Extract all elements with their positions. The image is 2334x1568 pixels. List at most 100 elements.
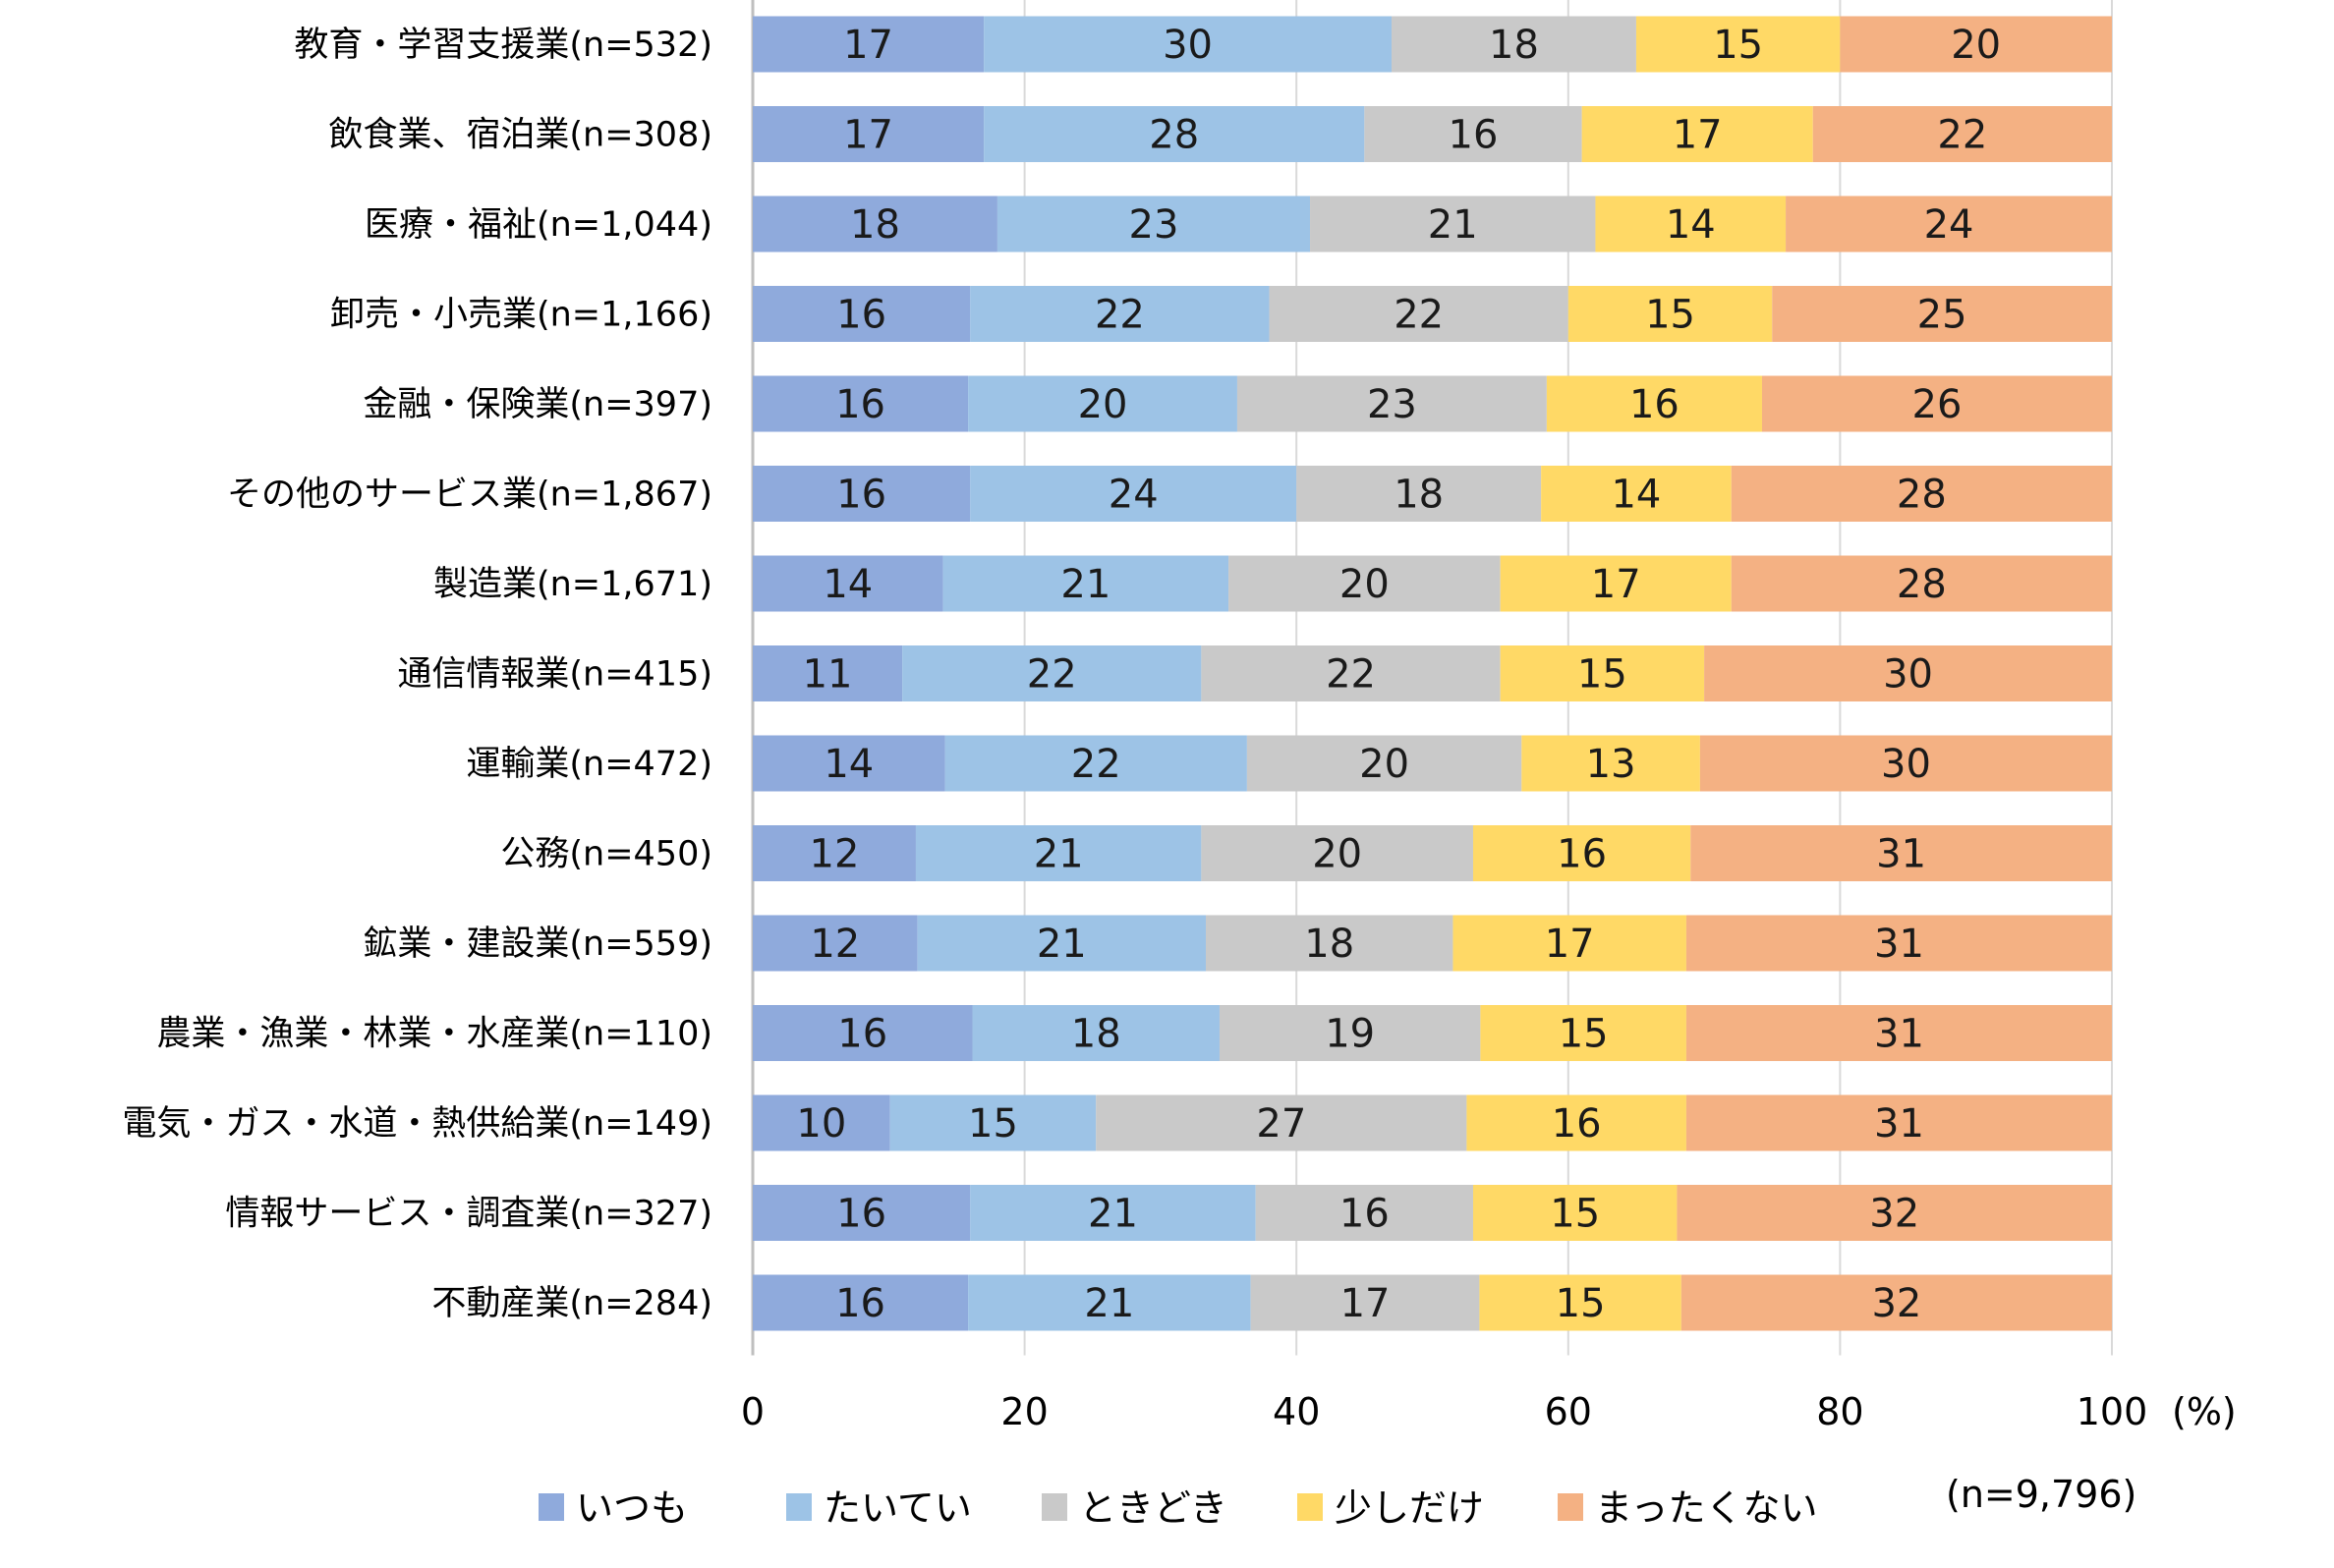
bar-segment xyxy=(944,735,1247,792)
bar-segment xyxy=(1680,1274,2112,1331)
data-label: 14 xyxy=(1666,202,1716,248)
bar-segment xyxy=(1567,286,1773,342)
bar-segment xyxy=(984,16,1393,73)
data-label: 21 xyxy=(1088,1192,1138,1237)
category-label: 通信情報業(n=415) xyxy=(397,655,712,695)
data-label: 18 xyxy=(850,202,900,248)
bar-segment xyxy=(1699,735,2112,792)
bar-segment xyxy=(1500,555,1732,612)
bar-segment xyxy=(1246,735,1522,792)
bar-segment xyxy=(1472,825,1691,881)
legend-swatch xyxy=(539,1493,564,1521)
legend-swatch xyxy=(1297,1493,1323,1521)
data-label: 15 xyxy=(1577,652,1627,698)
bar-segment xyxy=(753,645,903,701)
bar-segment xyxy=(917,915,1206,972)
data-label: 20 xyxy=(1312,832,1362,877)
bar-segment xyxy=(996,196,1311,252)
data-label: 16 xyxy=(837,1012,887,1057)
bar-segment xyxy=(1479,1274,1681,1331)
bar-segment xyxy=(753,1274,969,1331)
data-label: 16 xyxy=(836,293,886,338)
bar-segment xyxy=(1731,466,2112,522)
legend-label: ときどき xyxy=(1079,1486,1227,1530)
data-label: 17 xyxy=(1545,922,1595,967)
data-label: 16 xyxy=(835,1281,885,1326)
data-label: 25 xyxy=(1917,293,1967,338)
bar-segment xyxy=(915,825,1202,881)
data-label: 16 xyxy=(835,382,885,427)
bar-segment xyxy=(1228,555,1501,612)
legend-swatch xyxy=(1558,1493,1583,1521)
x-tick-label: 20 xyxy=(1000,1390,1048,1433)
bar-segment xyxy=(984,106,1365,162)
data-label: 10 xyxy=(796,1101,846,1147)
data-label: 18 xyxy=(1489,23,1539,68)
legend-swatch xyxy=(1042,1493,1067,1521)
data-label: 23 xyxy=(1129,202,1179,248)
bar-segment xyxy=(753,825,916,881)
data-label: 21 xyxy=(1060,562,1110,607)
data-label: 16 xyxy=(1339,1192,1390,1237)
category-label: 電気・ガス・水道・熱供給業(n=149) xyxy=(122,1104,712,1144)
bar-segment xyxy=(753,735,945,792)
category-label: 公務(n=450) xyxy=(500,835,712,874)
bar-segment xyxy=(1296,466,1542,522)
data-label: 21 xyxy=(1037,922,1087,967)
data-label: 23 xyxy=(1367,382,1417,427)
data-label: 17 xyxy=(1591,562,1641,607)
bar-segment xyxy=(970,286,1270,342)
category-label: 教育・学習支援業(n=532) xyxy=(294,26,712,65)
data-label: 17 xyxy=(1673,113,1723,158)
data-label: 22 xyxy=(1326,652,1376,698)
data-label: 19 xyxy=(1325,1012,1375,1057)
legend-label: まったくない xyxy=(1595,1486,1817,1530)
data-label: 17 xyxy=(843,113,893,158)
bar-segment xyxy=(970,466,1297,522)
bar-segment xyxy=(753,286,971,342)
legend-swatch xyxy=(786,1493,812,1521)
total-sample-note: (n=9,796) xyxy=(1946,1473,2136,1516)
data-label: 22 xyxy=(1937,113,1987,158)
data-label: 31 xyxy=(1874,1101,1924,1147)
bar-segment xyxy=(1677,1185,2112,1241)
x-tick-label: 0 xyxy=(741,1390,765,1433)
data-label: 21 xyxy=(1428,202,1478,248)
bar-segment xyxy=(1704,645,2112,701)
bar-segment xyxy=(1685,915,2112,972)
category-label: 金融・保険業(n=397) xyxy=(363,385,712,424)
data-label: 30 xyxy=(1163,23,1213,68)
data-label: 16 xyxy=(1629,382,1679,427)
data-label: 16 xyxy=(836,1192,886,1237)
bar-segment xyxy=(1236,375,1547,432)
category-label: 農業・漁業・林業・水産業(n=110) xyxy=(156,1015,712,1054)
bar-segment xyxy=(1786,196,2112,252)
category-label: 情報サービス・調査業(n=327) xyxy=(225,1195,712,1234)
bar-segment xyxy=(1269,286,1568,342)
bar-segment xyxy=(753,375,969,432)
data-label: 20 xyxy=(1951,23,2001,68)
category-label: 医療・福祉(n=1,044) xyxy=(365,205,712,245)
data-label: 31 xyxy=(1876,832,1926,877)
data-label: 22 xyxy=(1027,652,1077,698)
data-label: 28 xyxy=(1897,473,1947,518)
data-label: 32 xyxy=(1869,1192,1919,1237)
data-label: 32 xyxy=(1871,1281,1921,1326)
legend: いつも たいてい ときどき 少しだけ まったくない xyxy=(539,1486,1817,1530)
bar-segment xyxy=(1581,106,1813,162)
data-label: 28 xyxy=(1897,562,1947,607)
x-tick-label: 40 xyxy=(1273,1390,1320,1433)
data-label: 22 xyxy=(1394,293,1444,338)
data-label: 17 xyxy=(1340,1281,1391,1326)
category-label: 卸売・小売業(n=1,166) xyxy=(330,296,712,335)
category-label: 運輸業(n=472) xyxy=(466,745,712,784)
bar-segment xyxy=(1546,375,1762,432)
legend-label: たいてい xyxy=(824,1486,972,1530)
bar-segment xyxy=(1392,16,1636,73)
data-label: 20 xyxy=(1339,562,1390,607)
data-label: 15 xyxy=(1645,293,1695,338)
data-label: 15 xyxy=(968,1101,1018,1147)
x-tick-label: 100 xyxy=(2077,1390,2148,1433)
data-label: 16 xyxy=(836,473,886,518)
bar-segment xyxy=(1364,106,1582,162)
